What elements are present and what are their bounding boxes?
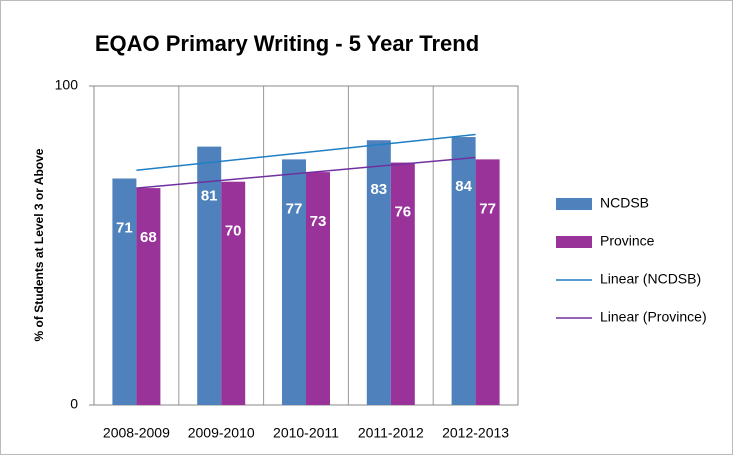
legend-label: NCDSB <box>600 195 649 211</box>
legend-swatch <box>556 236 592 248</box>
data-label: 73 <box>310 213 327 230</box>
data-label: 70 <box>225 223 242 240</box>
y-axis-label: % of Students at Level 3 or Above <box>32 148 46 341</box>
bar <box>282 159 306 405</box>
y-tick-label: 0 <box>70 396 78 412</box>
bar <box>306 172 330 405</box>
bar <box>136 188 161 405</box>
bar <box>390 162 415 405</box>
x-tick-label: 2009-2010 <box>188 425 255 441</box>
x-tick-label: 2011-2012 <box>358 425 424 441</box>
x-tick-label: 2010-2011 <box>273 425 339 441</box>
legend-label: Linear (Province) <box>600 309 707 325</box>
bar <box>451 137 476 406</box>
data-label: 84 <box>455 178 472 195</box>
bar <box>197 146 222 406</box>
bar <box>366 140 391 406</box>
data-label: 76 <box>394 204 411 221</box>
bar <box>475 159 500 405</box>
data-label: 81 <box>201 188 218 205</box>
data-label: 68 <box>140 229 157 246</box>
data-label: 77 <box>286 200 303 217</box>
bar <box>112 178 137 405</box>
data-label: 77 <box>479 200 496 217</box>
chart-title: EQAO Primary Writing - 5 Year Trend <box>95 31 479 56</box>
legend-swatch <box>556 198 592 210</box>
data-label: 83 <box>370 181 387 198</box>
data-label: 71 <box>116 219 133 236</box>
bar <box>221 181 246 405</box>
x-tick-label: 2012-2013 <box>442 425 509 441</box>
y-tick-label: 100 <box>55 77 79 93</box>
legend-label: Linear (NCDSB) <box>600 271 701 287</box>
legend-label: Province <box>600 233 655 249</box>
trendline <box>136 133 476 171</box>
trendline <box>136 156 476 189</box>
x-tick-label: 2008-2009 <box>103 425 170 441</box>
